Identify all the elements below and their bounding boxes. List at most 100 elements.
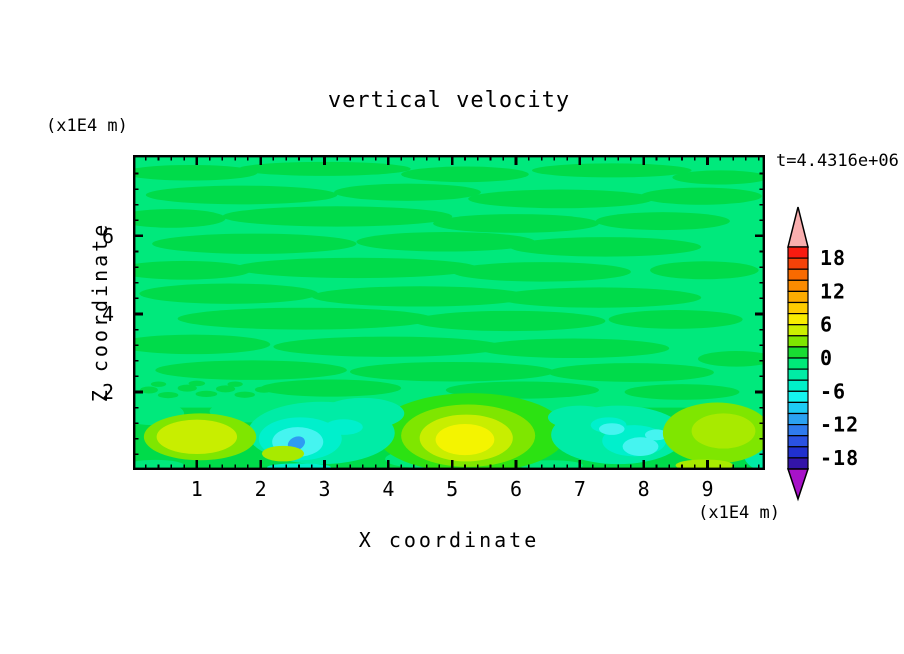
contour-region [311, 286, 529, 307]
contour-region [675, 459, 734, 470]
y-axis-units-label: (x1E4 m) [46, 116, 128, 136]
plot-title: vertical velocity [327, 88, 571, 113]
contour-region [640, 187, 762, 205]
contour-region [150, 381, 167, 387]
colorbar-segment [787, 368, 809, 381]
colorbar-segment [787, 290, 809, 304]
x-tick-label: 1 [190, 477, 203, 501]
y-tick-label: 4 [101, 301, 114, 326]
contour-region [155, 360, 347, 380]
colorbar-segment [787, 379, 809, 392]
contour-region [468, 189, 654, 209]
contour-region [650, 261, 759, 280]
contour-region [496, 287, 702, 308]
colorbar-segment [787, 312, 809, 326]
contour-region [145, 185, 338, 205]
x-axis-units-label: (x1E4 m) [698, 503, 780, 523]
contour-region [435, 423, 495, 456]
colorbar-under-arrow [786, 468, 810, 502]
contour-region [401, 166, 529, 183]
contour-region [350, 361, 555, 382]
x-tick-label: 7 [573, 477, 586, 501]
colorbar-label: 0 [820, 346, 833, 370]
colorbar-label: 6 [820, 313, 833, 337]
contour-region [157, 391, 179, 399]
contour-region [672, 170, 765, 185]
y-tick-label: 2 [101, 379, 114, 404]
colorbar-segment [787, 412, 809, 426]
colorbar-segment [787, 335, 809, 348]
colorbar-label: -12 [820, 413, 859, 437]
contour-region [413, 310, 606, 332]
colorbar-label: 18 [820, 246, 846, 270]
contour-region [238, 161, 411, 176]
contour-region [273, 336, 504, 357]
contour-region [152, 233, 357, 254]
colorbar-segment [787, 357, 809, 370]
contour-region [509, 237, 702, 257]
colorbar-segment [787, 446, 809, 459]
colorbar: 18 12 6 0 -6 -12 -18 [786, 206, 859, 502]
contour-region [177, 384, 197, 392]
contour-field [133, 155, 765, 470]
x-tick-label: 9 [701, 477, 714, 501]
contour-region [608, 310, 743, 329]
colorbar-segment [787, 346, 809, 359]
colorbar-segment [787, 435, 809, 448]
colorbar-label: -6 [820, 379, 846, 403]
contour-region [261, 445, 305, 462]
contour-region [547, 363, 714, 382]
contour-region [177, 307, 434, 330]
contour-region [697, 351, 765, 367]
x-tick-label: 2 [254, 477, 267, 501]
colorbar-segment [787, 301, 809, 315]
contour-region [452, 262, 631, 282]
x-tick-label: 4 [382, 477, 395, 501]
contour-region [227, 381, 243, 387]
contour-region [622, 437, 659, 456]
colorbar-segment [787, 457, 809, 470]
contour-region [531, 163, 692, 178]
contour-region [222, 206, 453, 227]
contour-region [624, 384, 740, 400]
contour-region [133, 334, 271, 355]
contour-region [139, 283, 319, 304]
contour-region [691, 413, 756, 449]
colorbar-segment [787, 279, 809, 293]
colorbar-segment [787, 390, 809, 404]
contour-region [477, 338, 670, 359]
contour-region [433, 214, 600, 233]
contour-region [215, 385, 236, 393]
contour-region [156, 419, 238, 455]
plot-area [133, 155, 765, 470]
plot-border [133, 155, 765, 470]
colorbar-segment [787, 401, 809, 415]
x-tick-label: 6 [509, 477, 523, 501]
contour-region [324, 419, 363, 435]
contour-region [595, 212, 730, 231]
colorbar-label: 12 [820, 279, 846, 303]
contour-region [234, 391, 255, 398]
x-tick-label: 3 [318, 477, 331, 501]
contour-region [195, 390, 218, 398]
colorbar-segment [787, 324, 809, 337]
contour-region [254, 386, 273, 393]
time-label: t=4.4316e+06 [776, 151, 899, 171]
contour-region [133, 260, 252, 280]
colorbar-segment [787, 257, 809, 270]
contour-region [133, 164, 258, 181]
contour-region [644, 429, 668, 441]
contour-region [334, 183, 481, 201]
colorbar-segment [787, 424, 809, 437]
colorbar-segment [787, 268, 809, 281]
contour-region [356, 232, 536, 252]
x-axis-title: X coordinate [358, 528, 540, 552]
contour-region [133, 209, 226, 228]
contour-region [260, 379, 402, 397]
contour-region [188, 380, 206, 387]
contour-region [599, 423, 625, 435]
contour-region [235, 257, 478, 279]
colorbar-segment [787, 246, 809, 259]
contour-region [140, 386, 158, 394]
